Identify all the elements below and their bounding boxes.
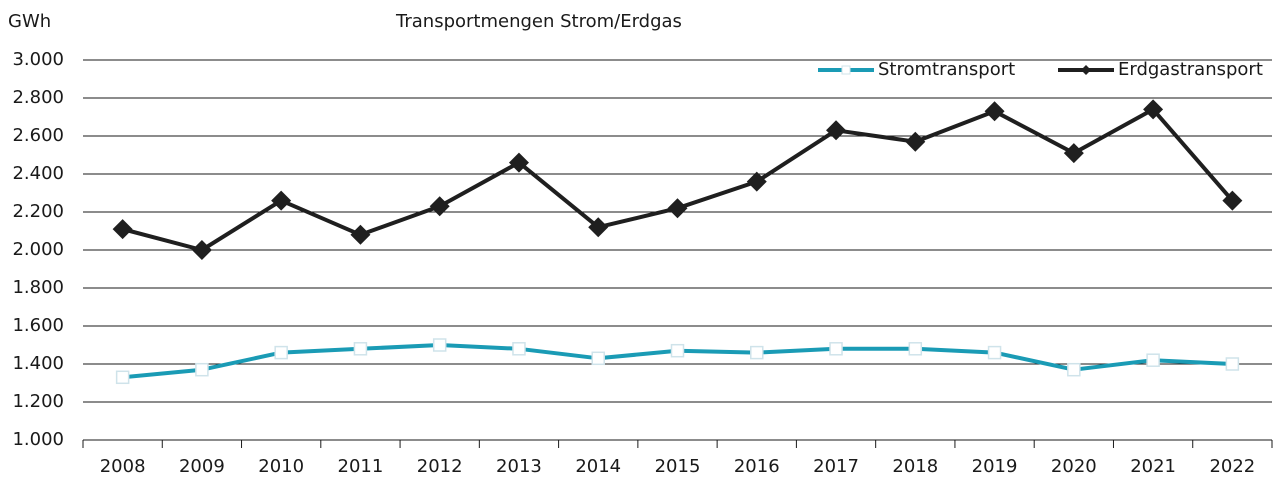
point (905, 131, 926, 152)
point (1143, 99, 1164, 120)
point (1222, 190, 1243, 211)
x-tick-label: 2018 (892, 456, 938, 477)
point (1063, 143, 1084, 164)
y-tick-label: 1.200 (12, 391, 64, 412)
chart-title: Transportmengen Strom/Erdgas (395, 11, 682, 32)
y-tick-label: 1.000 (12, 429, 64, 450)
point (908, 342, 923, 356)
legend-label: Stromtransport (878, 59, 1015, 80)
point (432, 338, 447, 352)
x-tick-label: 2014 (575, 456, 621, 477)
y-tick-label: 2.400 (12, 163, 64, 184)
x-tick-label: 2009 (179, 456, 225, 477)
x-tick-label: 2017 (813, 456, 859, 477)
point (746, 171, 767, 192)
line (122, 107, 1234, 252)
y-tick-label: 2.600 (12, 125, 64, 146)
point (1067, 362, 1081, 377)
point (512, 342, 526, 356)
x-tick-label: 2021 (1130, 456, 1176, 477)
x-tick-label: 2019 (972, 456, 1018, 477)
y-axis-label: GWh (8, 11, 51, 32)
y-tick-label: 2.800 (12, 87, 64, 108)
y-tick-label: 1.600 (12, 315, 64, 336)
point (271, 190, 292, 211)
y-tick-label: 1.400 (12, 353, 64, 374)
y-tick-label: 2.000 (12, 239, 64, 260)
x-tick-label: 2010 (258, 456, 304, 477)
point (1225, 357, 1240, 371)
x-tick-label: 2022 (1209, 456, 1255, 477)
point (826, 120, 847, 141)
point (588, 217, 609, 238)
x-tick-label: 2012 (417, 456, 463, 477)
x-tick-label: 2020 (1051, 456, 1097, 477)
point (350, 224, 371, 245)
x-tick-label: 2013 (496, 456, 542, 477)
point (115, 370, 130, 385)
point (274, 345, 288, 360)
point (508, 152, 529, 173)
y-tick-label: 1.800 (12, 277, 64, 298)
y-tick-label: 3.000 (12, 49, 64, 70)
point (195, 362, 209, 377)
point (987, 345, 1002, 360)
point (750, 345, 764, 360)
point (670, 343, 685, 358)
point (984, 101, 1005, 122)
y-tick-label: 2.200 (12, 201, 64, 222)
x-tick-label: 2016 (734, 456, 780, 477)
point (112, 219, 133, 240)
x-tick-label: 2011 (338, 456, 384, 477)
legend-label: Erdgastransport (1118, 59, 1263, 80)
point (667, 198, 688, 219)
point (591, 351, 605, 366)
point (829, 342, 843, 356)
point (1146, 353, 1160, 367)
x-tick-label: 2015 (655, 456, 701, 477)
point (353, 342, 368, 356)
legend-marker (1081, 65, 1091, 75)
point (191, 240, 212, 260)
point (429, 196, 450, 217)
x-tick-label: 2008 (100, 456, 146, 477)
legend-marker (841, 65, 851, 75)
